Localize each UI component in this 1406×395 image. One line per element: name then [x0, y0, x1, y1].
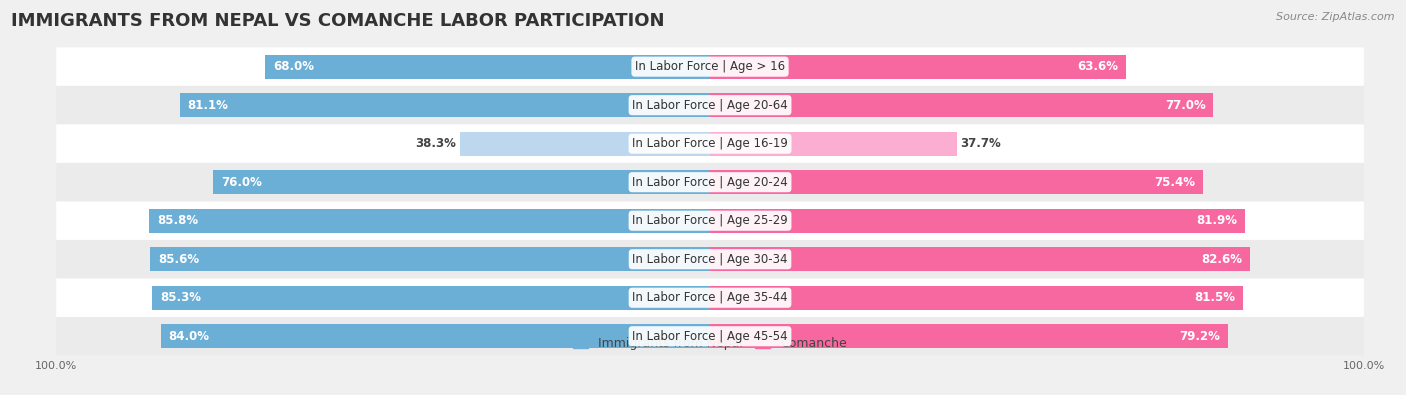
Bar	[214, 170, 710, 194]
Text: In Labor Force | Age 20-24: In Labor Force | Age 20-24	[633, 176, 787, 189]
Text: 38.3%: 38.3%	[416, 137, 457, 150]
FancyBboxPatch shape	[56, 201, 1364, 240]
FancyBboxPatch shape	[56, 47, 1364, 86]
Bar	[150, 247, 710, 271]
Text: 81.1%: 81.1%	[187, 99, 229, 112]
Text: In Labor Force | Age 16-19: In Labor Force | Age 16-19	[633, 137, 787, 150]
FancyBboxPatch shape	[56, 86, 1364, 124]
Bar	[710, 132, 956, 156]
Text: 82.6%: 82.6%	[1201, 253, 1243, 266]
Text: 79.2%: 79.2%	[1180, 330, 1220, 343]
Text: 68.0%: 68.0%	[273, 60, 315, 73]
Text: 85.6%: 85.6%	[159, 253, 200, 266]
Text: 76.0%: 76.0%	[221, 176, 262, 189]
Text: 77.0%: 77.0%	[1164, 99, 1205, 112]
Text: 81.5%: 81.5%	[1194, 291, 1234, 304]
Bar	[160, 324, 710, 348]
FancyBboxPatch shape	[56, 124, 1364, 163]
Text: 37.7%: 37.7%	[960, 137, 1001, 150]
Bar	[710, 170, 1204, 194]
Bar	[152, 286, 710, 310]
Bar	[710, 324, 1227, 348]
Text: In Labor Force | Age 25-29: In Labor Force | Age 25-29	[633, 214, 787, 227]
Bar	[710, 55, 1126, 79]
Text: In Labor Force | Age 35-44: In Labor Force | Age 35-44	[633, 291, 787, 304]
Text: 63.6%: 63.6%	[1077, 60, 1118, 73]
Bar	[710, 209, 1246, 233]
Text: IMMIGRANTS FROM NEPAL VS COMANCHE LABOR PARTICIPATION: IMMIGRANTS FROM NEPAL VS COMANCHE LABOR …	[11, 12, 665, 30]
Text: In Labor Force | Age > 16: In Labor Force | Age > 16	[636, 60, 785, 73]
Text: In Labor Force | Age 20-64: In Labor Force | Age 20-64	[633, 99, 787, 112]
FancyBboxPatch shape	[56, 163, 1364, 201]
Text: 75.4%: 75.4%	[1154, 176, 1195, 189]
FancyBboxPatch shape	[56, 317, 1364, 356]
Bar	[710, 93, 1213, 117]
Text: In Labor Force | Age 30-34: In Labor Force | Age 30-34	[633, 253, 787, 266]
Bar	[710, 247, 1250, 271]
Text: 84.0%: 84.0%	[169, 330, 209, 343]
Bar	[710, 286, 1243, 310]
Bar	[149, 209, 710, 233]
Text: 85.3%: 85.3%	[160, 291, 201, 304]
FancyBboxPatch shape	[56, 278, 1364, 317]
FancyBboxPatch shape	[56, 240, 1364, 278]
Text: In Labor Force | Age 45-54: In Labor Force | Age 45-54	[633, 330, 787, 343]
Legend: Immigrants from Nepal, Comanche: Immigrants from Nepal, Comanche	[568, 333, 852, 356]
Text: 81.9%: 81.9%	[1197, 214, 1237, 227]
Text: 85.8%: 85.8%	[157, 214, 198, 227]
Bar	[180, 93, 710, 117]
Text: Source: ZipAtlas.com: Source: ZipAtlas.com	[1277, 12, 1395, 22]
Bar	[460, 132, 710, 156]
Bar	[266, 55, 710, 79]
